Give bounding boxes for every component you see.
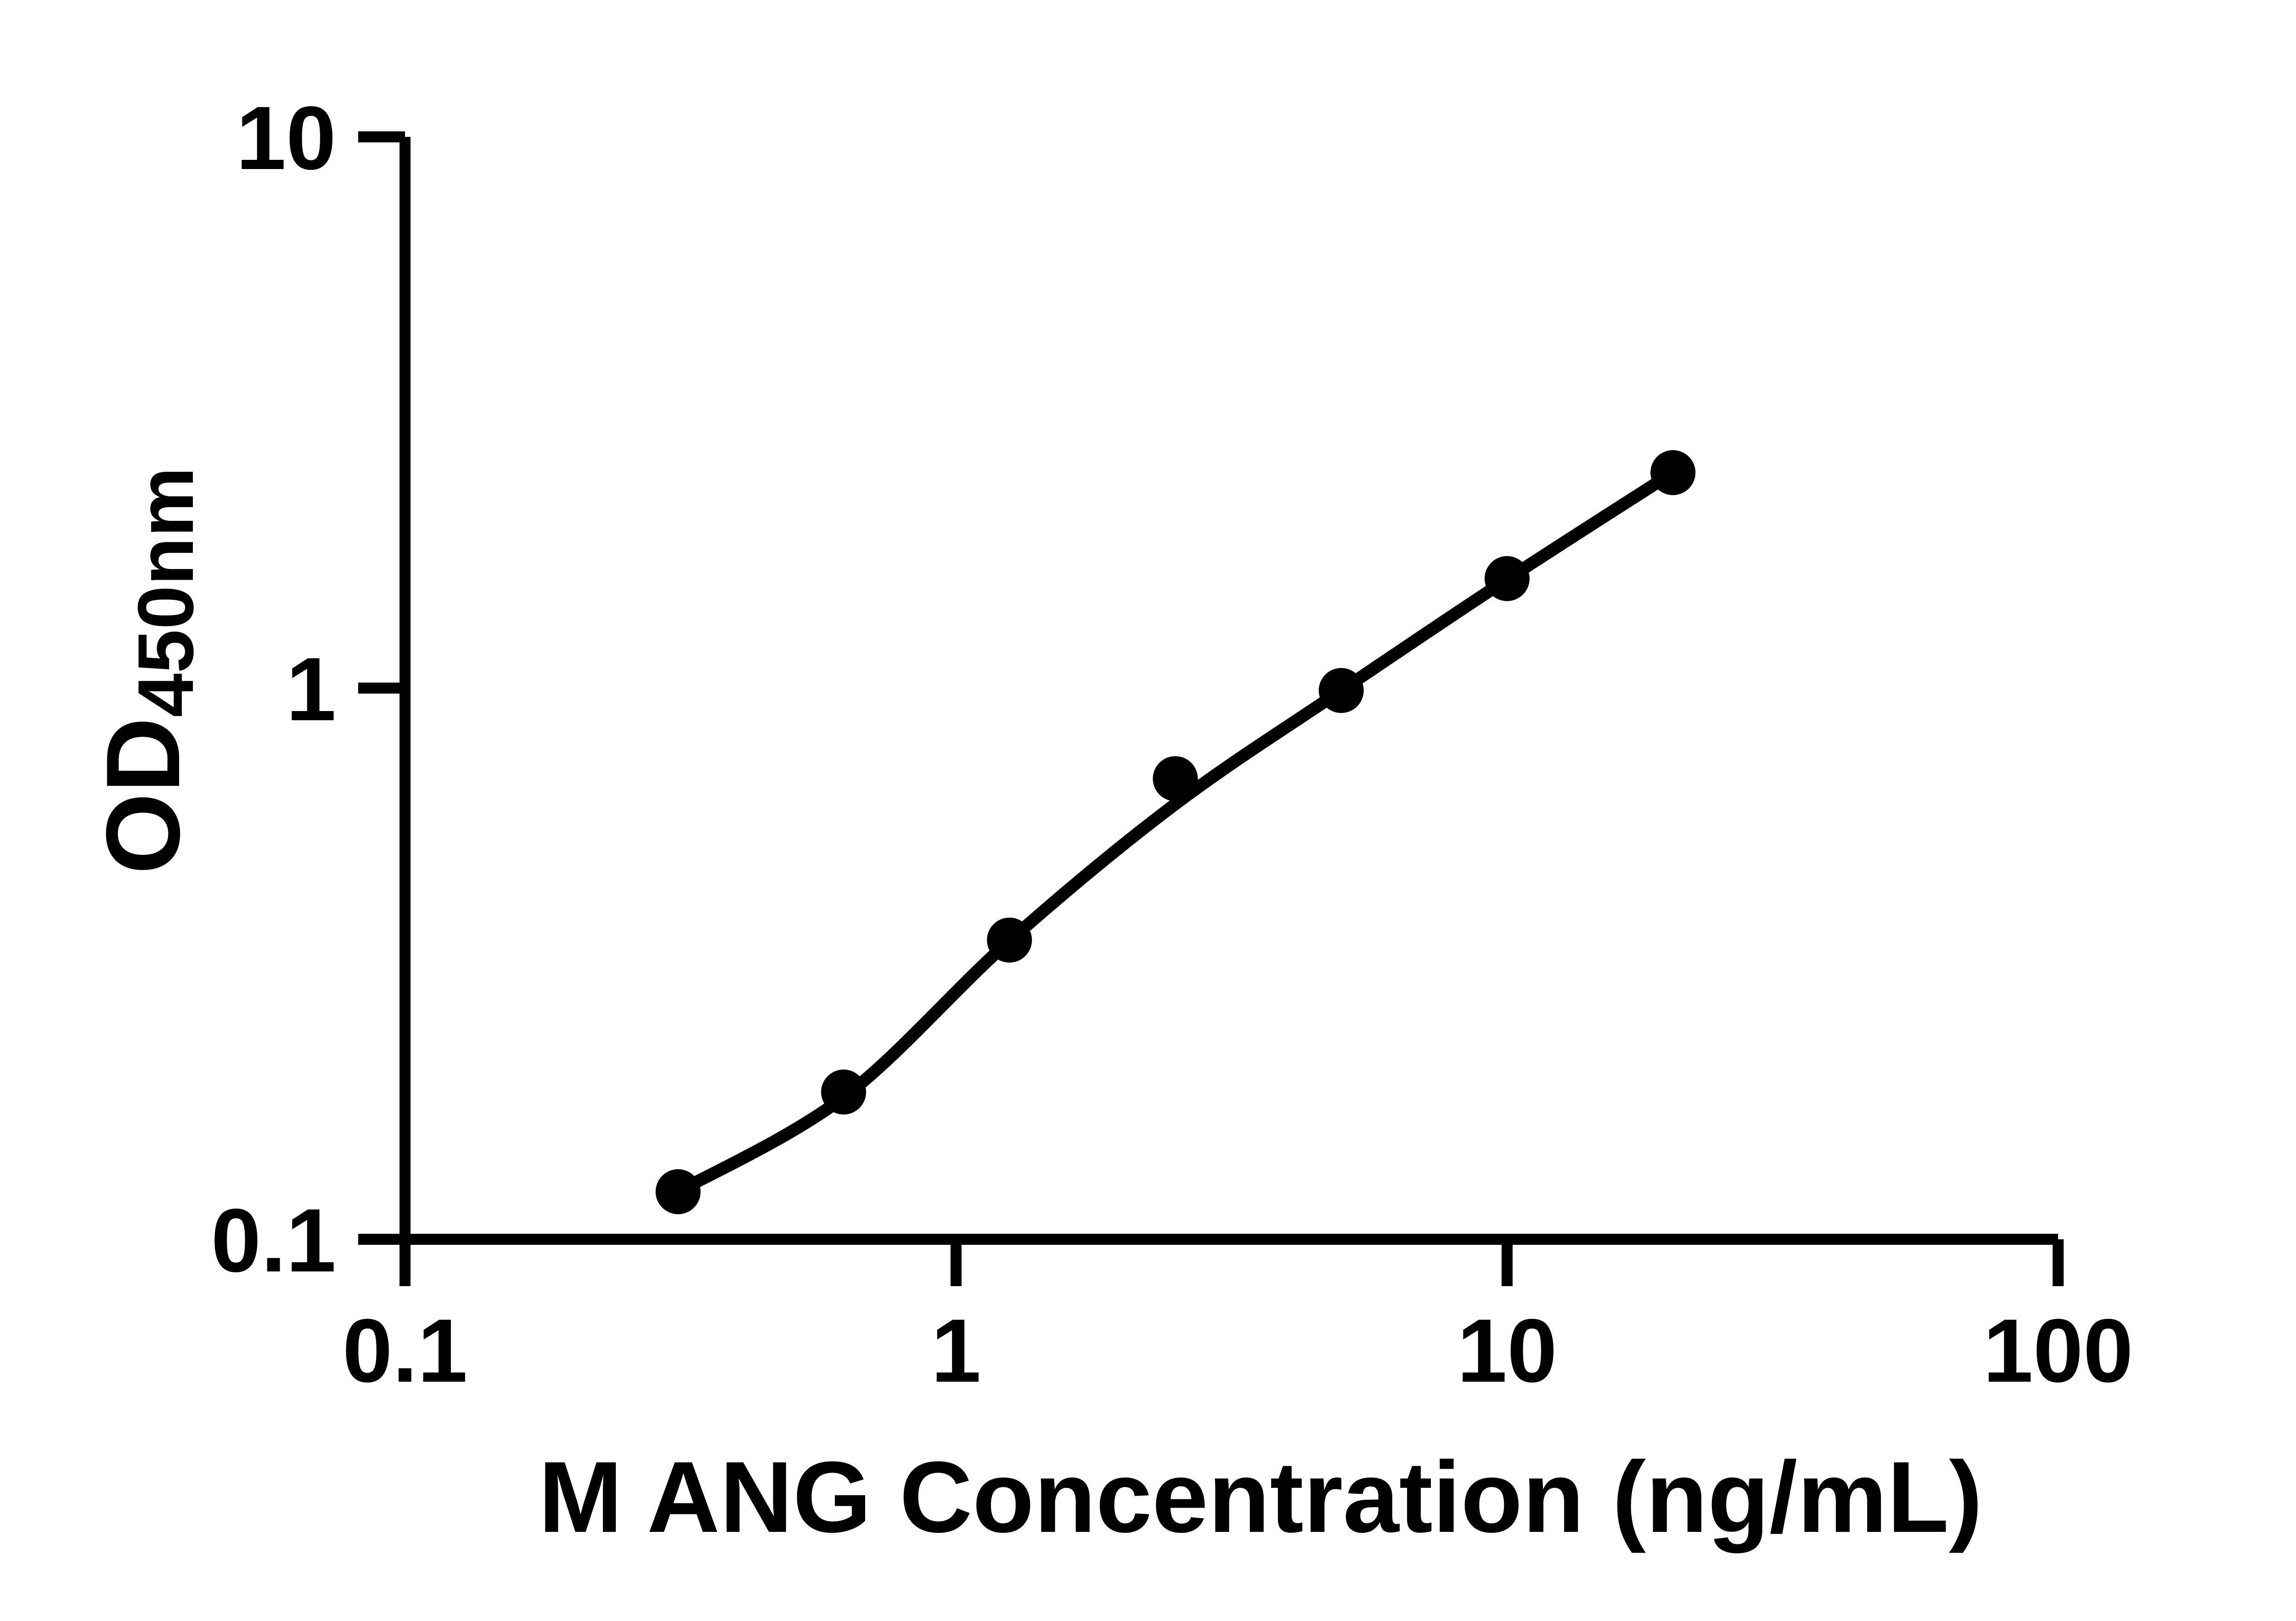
- y-axis-title-main: OD: [85, 717, 202, 874]
- data-points: [655, 450, 1696, 1214]
- y-tick-label: 10: [236, 88, 336, 188]
- y-ticks: [358, 131, 405, 1245]
- data-point: [1650, 450, 1696, 495]
- data-point: [987, 917, 1032, 963]
- x-tick-label: 10: [1457, 1300, 1557, 1401]
- data-point: [655, 1169, 701, 1214]
- data-point: [1485, 556, 1530, 601]
- y-tick-label: 1: [286, 639, 336, 740]
- x-tick-labels: 0.1 1 10 100: [343, 1300, 2133, 1401]
- x-tick-label: 100: [1983, 1300, 2133, 1401]
- axis-lines: [400, 137, 2058, 1245]
- y-tick-labels: 0.1 1 10: [211, 88, 336, 1291]
- data-point: [1318, 668, 1364, 713]
- y-tick-label: 0.1: [211, 1190, 336, 1291]
- y-axis-title: OD450nm: [85, 467, 210, 875]
- x-tick-label: 0.1: [343, 1300, 467, 1401]
- y-axis-title-sub: 450nm: [122, 467, 210, 717]
- data-point: [1153, 756, 1198, 802]
- x-tick-label: 1: [931, 1300, 981, 1401]
- data-point: [821, 1069, 867, 1115]
- x-axis-title: M ANG Concentration (ng/mL): [539, 1440, 1983, 1553]
- x-ticks: [400, 1239, 2064, 1286]
